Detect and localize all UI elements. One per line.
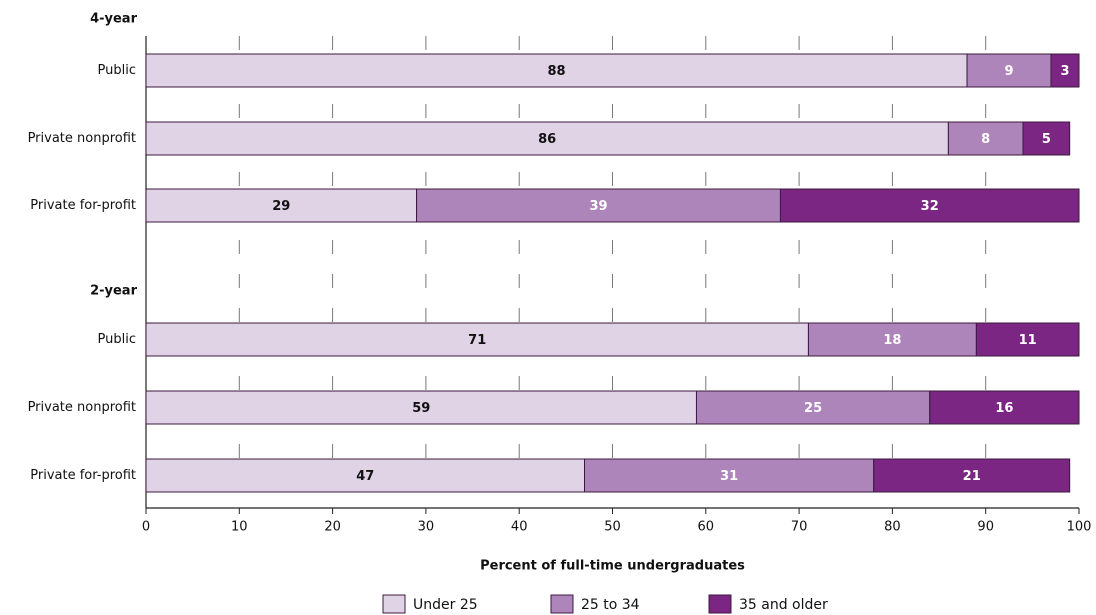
data-label: 31 xyxy=(720,469,738,484)
category-label: Private nonprofit xyxy=(28,400,136,415)
x-tick-label: 100 xyxy=(1067,520,1092,535)
category-label: Private for-profit xyxy=(30,198,136,213)
bar-segment xyxy=(966,53,1052,88)
data-label: 11 xyxy=(1019,333,1037,348)
bar-segment xyxy=(145,390,697,425)
bar-segment xyxy=(145,458,586,493)
data-label: 21 xyxy=(963,469,981,484)
x-tick-label: 40 xyxy=(511,520,528,535)
bar-segment xyxy=(807,322,977,357)
x-tick-label: 30 xyxy=(418,520,435,535)
bar-segment xyxy=(929,390,1080,425)
bar-segment xyxy=(873,458,1071,493)
bar-segment xyxy=(584,458,875,493)
x-tick-label: 10 xyxy=(231,520,248,535)
legend-swatch xyxy=(708,594,732,614)
bar-segment xyxy=(779,188,1080,223)
data-label: 16 xyxy=(995,401,1013,416)
category-label: Private for-profit xyxy=(30,468,136,483)
group-label-0: 4-year xyxy=(90,12,138,27)
data-label: 71 xyxy=(468,333,486,348)
data-label: 5 xyxy=(1042,132,1051,147)
bar-segment xyxy=(947,121,1024,156)
category-label: Public xyxy=(98,63,136,78)
x-tick-label: 60 xyxy=(698,520,715,535)
x-tick-label: 70 xyxy=(791,520,808,535)
data-label: 47 xyxy=(356,469,374,484)
bar-segment xyxy=(145,121,949,156)
legend-label: 25 to 34 xyxy=(581,597,640,613)
data-label: 18 xyxy=(883,333,901,348)
data-label: 8 xyxy=(981,132,990,147)
data-label: 88 xyxy=(547,64,565,79)
data-label: 29 xyxy=(272,199,290,214)
legend-label: 35 and older xyxy=(739,597,828,613)
data-label: 9 xyxy=(1005,64,1014,79)
data-label: 32 xyxy=(921,199,939,214)
data-label: 3 xyxy=(1060,64,1069,79)
data-label: 86 xyxy=(538,132,556,147)
x-tick-label: 90 xyxy=(977,520,994,535)
x-tick-label: 20 xyxy=(324,520,341,535)
x-tick-label: 50 xyxy=(604,520,621,535)
x-tick-label: 80 xyxy=(884,520,901,535)
legend-label: Under 25 xyxy=(413,597,478,613)
data-label: 39 xyxy=(589,199,607,214)
legend-swatch xyxy=(382,594,406,614)
data-label: 59 xyxy=(412,401,430,416)
data-label: 25 xyxy=(804,401,822,416)
x-tick-label: 0 xyxy=(142,520,150,535)
bar-segment xyxy=(1022,121,1071,156)
group-label-1: 2-year xyxy=(90,284,138,299)
bar-segment xyxy=(145,188,418,223)
category-label: Private nonprofit xyxy=(28,131,136,146)
legend-swatch xyxy=(550,594,574,614)
category-label: Public xyxy=(98,332,136,347)
bar-segment xyxy=(1050,53,1080,88)
bar-segment xyxy=(975,322,1080,357)
bar-segment xyxy=(145,53,968,88)
x-axis-title: Percent of full-time undergraduates xyxy=(480,559,745,574)
